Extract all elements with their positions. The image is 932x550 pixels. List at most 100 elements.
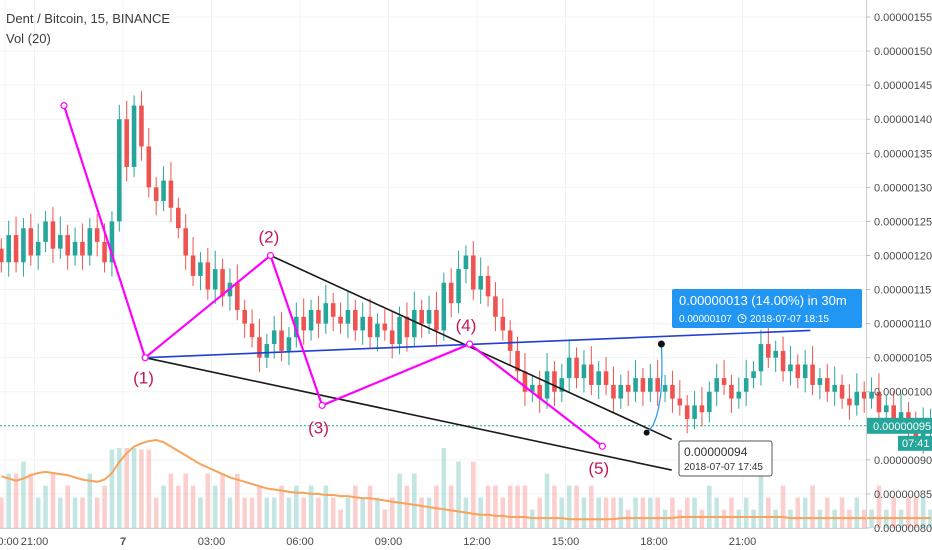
volume-bar [80,497,85,528]
volume-bar [766,497,771,528]
candle-body [714,378,719,392]
wave-labels: (1) (2) (3) (4) (5) [133,227,609,478]
candle-body [131,105,137,167]
wave-point-handle [141,354,149,362]
candle-body [257,337,262,358]
volume-bar [589,485,594,528]
candle-body [825,378,830,392]
point-callout[interactable]: 0.00000094 2018-07-07 17:45 [678,440,773,477]
volume-bar [102,485,107,528]
candle-body [212,269,218,290]
candle-body [463,255,469,270]
candle-body [884,405,889,413]
candle-body [235,282,240,310]
volume-bar [596,497,601,528]
countdown-tag: 07:41 [898,435,932,451]
last-price-label: 0.00000095 [873,421,931,433]
volume-bar [559,497,565,528]
price-tick-label: 0.00000110 [874,319,931,331]
candle-body [28,228,34,256]
volume-bar [456,461,461,528]
volume-bar [176,485,181,528]
candle-body [124,119,129,167]
volume-bar [198,497,203,528]
candle-body [854,391,860,406]
volume-bar [382,509,388,528]
candle-body [743,378,749,392]
volume-bar [839,497,845,528]
volume-bar [109,449,115,528]
volume-bar [168,473,174,528]
volume-bar [493,485,498,528]
volume-bar [397,473,402,528]
volume-bar [906,497,911,528]
candle-body [471,255,476,290]
price-tick-label: 0.00000125 [874,216,932,228]
candle-body [478,275,483,290]
volume-bar [50,473,56,528]
volume-bar [235,473,240,528]
volume-bar [28,473,34,528]
volume-bar [146,449,152,528]
price-tick-label: 0.00000130 [874,182,932,194]
candle-body [448,282,454,304]
price-tick-label: 0.00000105 [874,353,932,365]
volume-bar [640,497,646,528]
elliott-wave[interactable] [60,101,606,450]
wave-label: (2) [259,227,280,246]
time-axis[interactable]: 20:0021:00703:0006:0009:0012:0015:0018:0… [0,536,756,548]
candle-body [810,364,815,385]
candle-body [146,146,152,188]
volume-bar [389,497,395,528]
candle-body [176,207,181,229]
price-axis[interactable]: 0.00000155 0.00000150 0.00000145 0.00000140… [866,12,932,535]
candle-body [640,378,646,392]
candle-body [736,391,742,399]
volume-bar [618,497,624,528]
volume-bar [65,485,70,528]
trendlines[interactable] [144,254,811,471]
wave-label: (1) [133,369,154,388]
projection-arrow [646,344,663,434]
volume-bar [58,497,63,528]
candle-body [677,398,683,406]
volume-bar [471,461,476,528]
wave-point-handle [598,442,606,450]
volume-bar [279,485,284,528]
price-tick-label: 0.00000090 [874,455,932,467]
measure-callout[interactable]: 0.00000013 (14.00%) in 30m 0.00000107 20… [672,289,862,328]
volume-bar [345,497,351,528]
projection-origin-dot[interactable] [643,429,650,436]
point-callout-time: 2018-07-07 17:45 [684,462,763,473]
candle-body [72,241,78,256]
volume-bar [426,497,432,528]
projection-target-dot[interactable] [657,340,665,348]
candle-body [699,405,705,413]
volume-bar [670,497,675,528]
measure-callout-price: 0.00000107 [679,314,732,325]
volume-bar [404,485,410,528]
price-tick-label: 0.00000100 [874,387,932,399]
candle-body [707,391,712,413]
candle-body [139,105,144,147]
volume-bar [257,485,262,528]
volume-bar [249,497,255,528]
volume-bar [117,448,122,528]
volume-moving-average [1,438,931,521]
candle-body [891,405,896,419]
volume-bar [330,497,336,528]
candle-body [530,384,535,392]
candle-body [397,316,402,345]
measure-callout-time: 2018-07-07 18:15 [750,314,829,325]
volume-bar [323,485,329,528]
volume-bar [581,497,587,528]
volume-bar [301,497,306,528]
price-tick-label: 0.00000155 [874,12,932,24]
volume-bar [0,497,4,528]
volume-bar [736,509,742,528]
candles [0,91,932,454]
candle-body [847,398,852,406]
volume-bar [220,473,225,528]
time-tick-label: 03:00 [198,536,226,548]
